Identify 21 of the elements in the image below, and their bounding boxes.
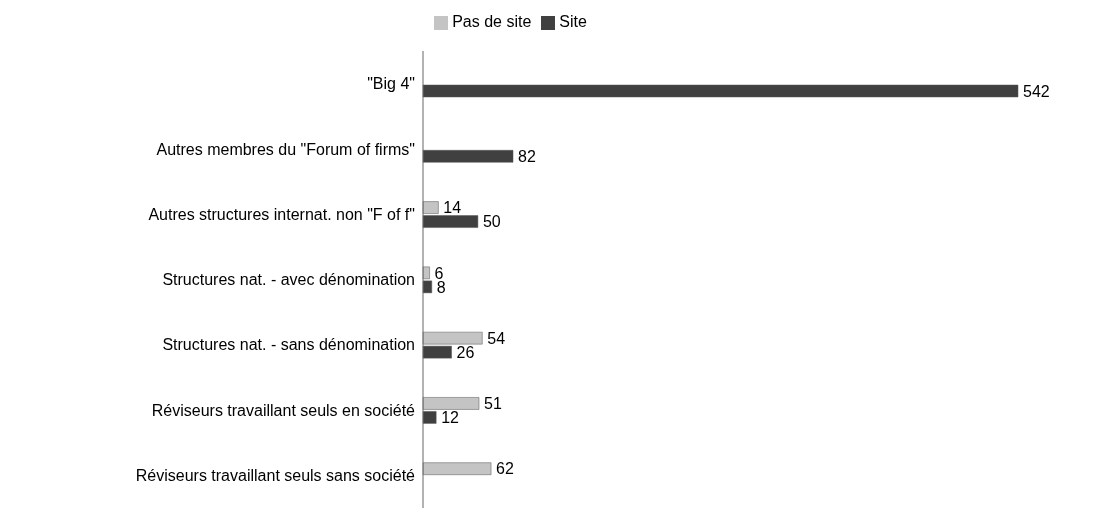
data-label: 51 <box>483 395 502 413</box>
y-tick-label: "Big 4" <box>367 75 415 93</box>
data-label: 12 <box>441 409 460 427</box>
data-label: 26 <box>456 343 475 361</box>
y-tick-label: Autres membres du "Forum of firms" <box>156 140 415 158</box>
data-label: 50 <box>482 213 501 231</box>
data-label: 542 <box>1023 82 1050 100</box>
y-tick-label: Autres structures internat. non "F of f" <box>148 205 415 223</box>
legend-label: Site <box>559 13 587 30</box>
y-tick-label: Structures nat. - avec dénomination <box>162 271 415 289</box>
y-tick-label: Structures nat. - sans dénomination <box>162 336 415 354</box>
y-tick-label: Réviseurs travaillant seuls en société <box>151 401 416 419</box>
bar <box>422 150 514 163</box>
data-label: 54 <box>487 329 506 347</box>
y-tick-label: Réviseurs travaillant seuls sans société <box>135 467 416 485</box>
data-label: 82 <box>518 147 536 165</box>
legend-label: Pas de site <box>452 13 532 30</box>
bar <box>422 462 492 475</box>
data-label: 14 <box>443 199 462 217</box>
bar <box>422 84 1019 98</box>
data-label: 62 <box>496 460 514 478</box>
